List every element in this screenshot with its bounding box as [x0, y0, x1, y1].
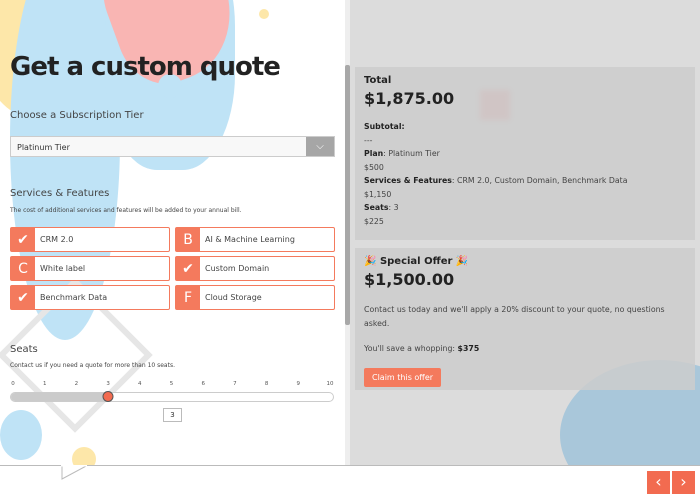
feature-label: Custom Domain	[205, 264, 270, 273]
services-label: Services & Features	[364, 176, 452, 185]
offer-price: $1,500.00	[364, 270, 455, 289]
tick-label: 4	[138, 381, 142, 387]
checkmark-icon: ✔	[11, 286, 35, 309]
feature-label: White label	[40, 264, 86, 273]
seat-slider-track[interactable]	[10, 392, 334, 402]
feature-option[interactable]: ✔ Benchmark Data	[10, 285, 170, 310]
feature-option[interactable]: F Cloud Storage	[175, 285, 335, 310]
decor-dot	[158, 74, 182, 98]
feature-label: AI & Machine Learning	[205, 235, 295, 244]
summary-panel: Total $1,875.00 Subtotal: --- Plan: Plat…	[350, 0, 700, 465]
checkmark-icon: ✔	[176, 257, 200, 280]
seat-value: 3	[163, 408, 182, 422]
feature-option[interactable]: ✔ Custom Domain	[175, 256, 335, 281]
letter-icon: C	[11, 257, 35, 280]
checkmark-icon: ✔	[11, 228, 35, 251]
bottom-bar	[0, 465, 700, 500]
features-heading: Services & Features	[10, 188, 110, 199]
services-price: $1,150	[364, 189, 392, 199]
seats-price: $225	[364, 216, 384, 226]
plan-value: Platinum Tier	[388, 149, 440, 158]
tick-label: 9	[296, 381, 301, 387]
party-icon: 🎉	[455, 256, 469, 267]
next-button[interactable]: ›	[672, 471, 695, 494]
tick-label: 1	[42, 381, 47, 387]
feature-option[interactable]: B AI & Machine Learning	[175, 227, 335, 252]
chevron-down-icon[interactable]: ⌵	[306, 137, 334, 156]
offer-text: Contact us today and we'll apply a 20% d…	[364, 305, 665, 328]
feature-label: CRM 2.0	[40, 235, 74, 244]
services-value: CRM 2.0, Custom Domain, Benchmark Data	[457, 176, 628, 185]
speech-notch	[60, 465, 89, 480]
tier-selected-value: Platinum Tier	[17, 143, 70, 152]
quote-form-panel: Get a custom quote Choose a Subscription…	[0, 0, 345, 465]
total-value: $1,875.00	[364, 89, 455, 108]
tick-label: 7	[233, 381, 237, 387]
tier-label: Choose a Subscription Tier	[10, 110, 144, 121]
tick-label: 10	[326, 381, 334, 387]
subtotal-label: Subtotal:	[364, 122, 405, 131]
tick-label: 3	[106, 381, 110, 387]
feature-label: Cloud Storage	[205, 293, 262, 302]
tick-label: 6	[201, 381, 205, 387]
plan-label: Plan	[364, 149, 384, 158]
seat-slider-ticks: 0 1 2 3 4 5 6 7 8 9 10	[11, 381, 334, 389]
tick-label: 5	[169, 381, 174, 387]
letter-icon: F	[176, 286, 200, 309]
save-label: You'll save a whopping:	[364, 344, 456, 353]
seats-heading: Seats	[10, 344, 38, 355]
seats-value: 3	[393, 203, 399, 212]
scrollbar-thumb[interactable]	[345, 65, 350, 325]
party-icon: 🎉	[364, 256, 377, 267]
decor-dot	[72, 447, 96, 465]
seat-slider-handle[interactable]	[102, 391, 114, 402]
feature-option[interactable]: C White label	[10, 256, 170, 281]
decor-dot	[0, 410, 42, 460]
plan-price: $500	[364, 162, 384, 172]
offer-title: Special Offer	[379, 256, 453, 267]
total-label: Total	[364, 75, 392, 86]
offer-card: 🎉 Special Offer 🎉 $1,500.00 Contact us t…	[355, 248, 695, 390]
feature-label: Benchmark Data	[40, 293, 108, 302]
features-note: The cost of additional services and feat…	[10, 207, 242, 214]
save-value: $375	[457, 344, 480, 353]
tick-label: 2	[74, 381, 79, 387]
claim-offer-button[interactable]: Claim this offer	[364, 367, 442, 387]
page-title: Get a custom quote	[10, 52, 281, 82]
tick-label: 8	[264, 381, 269, 387]
tier-select[interactable]: Platinum Tier ⌵	[10, 136, 335, 157]
letter-icon: B	[176, 228, 200, 251]
decor-dot	[259, 9, 269, 19]
separator: ---	[364, 135, 373, 145]
decor-blob	[10, 0, 120, 340]
total-card: Total $1,875.00 Subtotal: --- Plan: Plat…	[355, 67, 695, 240]
prev-button[interactable]: ‹	[647, 471, 670, 494]
seats-note: Contact us if you need a quote for more …	[10, 362, 175, 369]
seat-slider-fill	[11, 393, 108, 401]
feature-option[interactable]: ✔ CRM 2.0	[10, 227, 170, 252]
seats-label: Seats	[364, 203, 389, 212]
tick-label: 0	[11, 381, 15, 387]
